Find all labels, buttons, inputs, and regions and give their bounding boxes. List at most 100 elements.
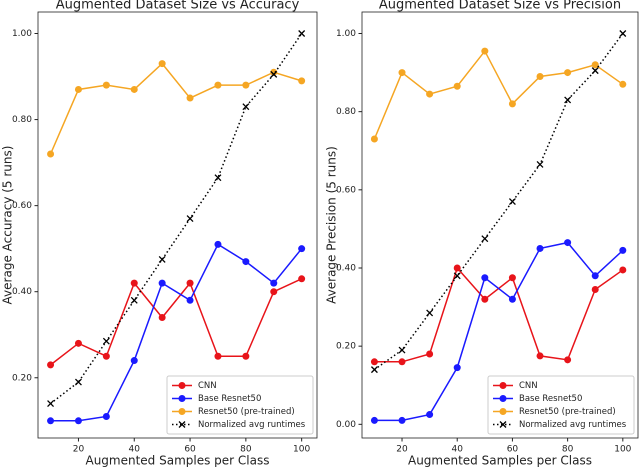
marker xyxy=(214,240,222,248)
marker xyxy=(270,68,278,76)
marker xyxy=(214,81,222,89)
legend-box xyxy=(487,375,635,435)
legend-marker xyxy=(499,395,507,402)
legend-marker xyxy=(499,408,507,415)
marker xyxy=(47,361,55,369)
y-tick-label: 0.20 xyxy=(12,373,32,383)
y-tick-label: 0.20 xyxy=(336,342,356,352)
legend-label: Base Resnet50 xyxy=(519,394,582,404)
marker xyxy=(158,60,166,68)
y-tick-label: 0.60 xyxy=(336,185,356,195)
legend-label: Base Resnet50 xyxy=(198,394,261,404)
y-tick-label: 0.80 xyxy=(336,107,356,117)
marker xyxy=(591,272,599,280)
marker xyxy=(74,85,82,93)
marker xyxy=(370,358,378,366)
y-tick-label: 0.80 xyxy=(12,115,32,125)
x-tick-label: 60 xyxy=(184,445,196,455)
marker xyxy=(453,364,461,372)
marker xyxy=(270,279,278,287)
marker xyxy=(298,245,306,253)
marker xyxy=(536,72,544,80)
plot-frame xyxy=(361,11,639,439)
marker xyxy=(481,235,489,243)
marker xyxy=(536,244,544,252)
x-tick-label: 80 xyxy=(240,445,252,455)
chart-title: Augmented Dataset Size vs Accuracy xyxy=(56,0,300,13)
marker xyxy=(564,96,572,104)
marker xyxy=(270,288,278,296)
marker xyxy=(370,135,378,143)
marker xyxy=(536,352,544,360)
marker xyxy=(398,358,406,366)
x-tick-label: 60 xyxy=(507,445,519,455)
marker xyxy=(47,417,55,425)
series-line xyxy=(373,33,624,371)
marker xyxy=(158,255,166,263)
marker xyxy=(102,352,110,360)
marker xyxy=(47,400,55,408)
marker xyxy=(508,100,516,108)
series-line xyxy=(374,241,624,422)
marker xyxy=(426,90,434,98)
marker xyxy=(591,61,599,69)
marker xyxy=(186,94,194,102)
y-tick-label: 1.00 xyxy=(336,29,356,39)
legend-label: Normalized avg runtimes xyxy=(519,420,627,430)
marker xyxy=(481,295,489,303)
marker xyxy=(130,279,138,287)
marker xyxy=(74,378,82,386)
legend-marker xyxy=(499,382,507,389)
legend-label: CNN xyxy=(198,381,217,391)
y-tick-label: 0.60 xyxy=(12,201,32,211)
series-line xyxy=(50,243,303,422)
marker xyxy=(619,30,627,37)
x-tick-label: 20 xyxy=(396,445,408,455)
legend-label: Resnet50 (pre-trained) xyxy=(198,407,295,417)
marker xyxy=(370,416,378,424)
marker xyxy=(130,85,138,93)
marker xyxy=(298,30,306,37)
marker xyxy=(186,215,194,223)
legend-label: CNN xyxy=(519,381,538,391)
marker xyxy=(481,274,489,282)
marker xyxy=(186,279,194,287)
marker xyxy=(508,274,516,282)
marker xyxy=(564,239,572,247)
x-axis-label: Augmented Samples per Class xyxy=(408,454,592,468)
marker xyxy=(619,80,627,88)
marker xyxy=(426,309,434,317)
y-tick-label: 0.00 xyxy=(336,420,356,430)
marker xyxy=(426,350,434,358)
marker xyxy=(564,69,572,77)
marker xyxy=(214,174,222,182)
legend-label: Resnet50 (pre-trained) xyxy=(519,407,616,417)
marker xyxy=(130,357,138,365)
y-tick-label: 0.40 xyxy=(12,287,32,297)
marker xyxy=(74,417,82,425)
chart: Augmented Dataset Size vs Accuracy Augmen… xyxy=(1,0,318,468)
series-line xyxy=(374,266,624,363)
legend-marker xyxy=(178,395,186,402)
legend-marker xyxy=(499,421,507,428)
x-tick-label: 100 xyxy=(293,445,310,455)
series-line xyxy=(49,62,302,155)
x-tick-label: 40 xyxy=(129,445,141,455)
marker xyxy=(398,69,406,77)
series-line xyxy=(373,49,624,140)
y-tick-label: 1.00 xyxy=(12,29,32,39)
chart: Augmented Dataset Size vs Precision Augme… xyxy=(325,0,639,468)
marker xyxy=(158,314,166,322)
legend-marker xyxy=(178,408,186,415)
y-tick-label: 0.40 xyxy=(336,263,356,273)
marker xyxy=(591,67,599,75)
x-tick-label: 100 xyxy=(614,445,631,455)
marker xyxy=(270,70,278,78)
marker xyxy=(298,77,306,85)
marker xyxy=(102,337,110,345)
marker xyxy=(398,346,406,354)
x-tick-label: 20 xyxy=(73,445,85,455)
marker xyxy=(564,356,572,364)
marker xyxy=(398,416,406,424)
